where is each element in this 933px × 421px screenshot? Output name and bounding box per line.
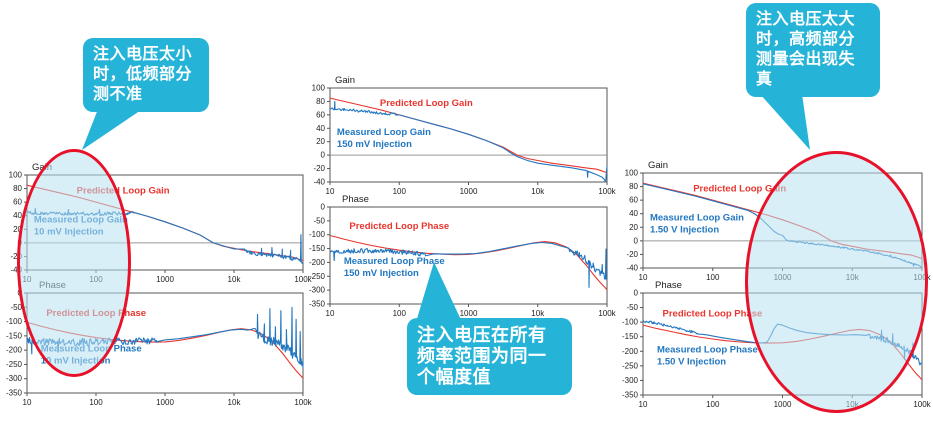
chart-title: Gain bbox=[335, 75, 355, 86]
y-tick-label: 60 bbox=[13, 198, 22, 207]
x-tick-label: 100k bbox=[598, 309, 616, 318]
y-tick-label: -300 bbox=[6, 374, 23, 383]
y-tick-label: 20 bbox=[316, 137, 325, 146]
highlight-ellipse-low-frequency bbox=[17, 149, 131, 377]
y-tick-label: -150 bbox=[309, 244, 326, 253]
x-tick-label: 10 bbox=[639, 273, 648, 282]
callout-mid-injection: 注入电压在所有 频率范围为同一 个幅度值 bbox=[407, 318, 572, 395]
y-tick-label: -300 bbox=[309, 286, 326, 295]
y-tick-label: -100 bbox=[6, 317, 23, 326]
x-tick-label: 1000 bbox=[156, 275, 174, 284]
x-tick-label: 100 bbox=[393, 187, 407, 196]
y-tick-label: 20 bbox=[13, 225, 22, 234]
x-tick-label: 10 bbox=[23, 398, 32, 407]
series-label-predicted: Predicted Loop Phase bbox=[663, 308, 763, 319]
series-label-predicted: Predicted Loop Gain bbox=[693, 183, 786, 194]
x-tick-label: 10k bbox=[228, 275, 242, 284]
series-label-measured: Measured Loop Phase 1.50 V Injection bbox=[657, 345, 758, 368]
y-tick-label: -100 bbox=[309, 230, 326, 239]
chart-title: Phase bbox=[655, 280, 682, 291]
x-tick-label: 10k bbox=[228, 398, 242, 407]
series-label-predicted: Predicted Loop Gain bbox=[380, 98, 473, 109]
y-tick-label: -50 bbox=[313, 216, 325, 225]
x-tick-label: 100 bbox=[393, 309, 407, 318]
y-tick-label: 80 bbox=[13, 184, 22, 193]
y-tick-label: 40 bbox=[629, 209, 638, 218]
y-tick-label: 80 bbox=[316, 97, 325, 106]
y-tick-label: -20 bbox=[313, 164, 325, 173]
y-tick-label: 100 bbox=[625, 169, 639, 178]
y-tick-label: -150 bbox=[6, 331, 23, 340]
x-tick-label: 100 bbox=[706, 273, 720, 282]
y-tick-label: -350 bbox=[6, 389, 23, 398]
y-tick-label: -200 bbox=[309, 258, 326, 267]
chart-title: Gain bbox=[648, 160, 668, 171]
y-tick-label: -50 bbox=[626, 303, 638, 312]
x-tick-label: 100k bbox=[294, 275, 312, 284]
series-label-measured: Measured Loop Phase 150 mV Injection bbox=[344, 256, 445, 279]
y-tick-label: -20 bbox=[10, 252, 22, 261]
y-tick-label: -350 bbox=[309, 300, 326, 309]
series-measured bbox=[329, 241, 608, 288]
series-label-predicted: Predicted Loop Gain bbox=[77, 185, 170, 196]
y-tick-label: 40 bbox=[316, 124, 325, 133]
x-tick-label: 100k bbox=[294, 398, 312, 407]
x-tick-label: 100k bbox=[913, 400, 931, 409]
x-tick-label: 10 bbox=[326, 187, 335, 196]
callout-tail-high-injection bbox=[760, 94, 810, 150]
y-tick-label: -150 bbox=[622, 332, 639, 341]
highlight-ellipse-high-frequency bbox=[745, 151, 928, 413]
y-tick-label: 60 bbox=[629, 196, 638, 205]
y-tick-label: 0 bbox=[634, 236, 639, 245]
x-tick-label: 10 bbox=[326, 309, 335, 318]
y-tick-label: 0 bbox=[321, 151, 326, 160]
x-tick-label: 10 bbox=[639, 400, 648, 409]
x-tick-label: 1000 bbox=[156, 398, 174, 407]
x-tick-label: 1000 bbox=[774, 400, 792, 409]
x-tick-label: 1000 bbox=[460, 309, 478, 318]
y-tick-label: -250 bbox=[309, 272, 326, 281]
y-tick-label: -250 bbox=[6, 360, 23, 369]
y-tick-label: 0 bbox=[321, 203, 326, 212]
x-tick-label: 10k bbox=[531, 309, 545, 318]
y-tick-label: 100 bbox=[312, 84, 326, 93]
y-tick-label: -300 bbox=[622, 376, 639, 385]
x-tick-label: 100 bbox=[706, 400, 720, 409]
series-label-predicted: Predicted Loop Phase bbox=[349, 221, 449, 232]
y-tick-label: -40 bbox=[10, 266, 22, 275]
series-label-measured: Measured Loop Gain 150 mV Injection bbox=[337, 127, 431, 150]
callout-high-injection: 注入电压太大 时，高频部分 测量会出现失 真 bbox=[746, 3, 880, 97]
y-tick-label: -250 bbox=[622, 361, 639, 370]
y-tick-label: -350 bbox=[622, 391, 639, 400]
series-label-measured: Measured Loop Gain 1.50 V Injection bbox=[650, 213, 744, 236]
x-tick-label: 100k bbox=[598, 187, 616, 196]
y-tick-label: -20 bbox=[626, 250, 638, 259]
series-measured bbox=[329, 100, 608, 183]
y-tick-label: 40 bbox=[13, 211, 22, 220]
y-tick-label: 60 bbox=[316, 110, 325, 119]
y-tick-label: -50 bbox=[10, 303, 22, 312]
y-tick-label: 100 bbox=[9, 171, 23, 180]
x-tick-label: 100 bbox=[89, 398, 103, 407]
y-tick-label: -100 bbox=[622, 318, 639, 327]
y-tick-label: 80 bbox=[629, 182, 638, 191]
y-tick-label: -40 bbox=[626, 264, 638, 273]
chart-title: Phase bbox=[342, 194, 369, 205]
x-tick-label: 10k bbox=[531, 187, 545, 196]
y-tick-label: -200 bbox=[6, 346, 23, 355]
y-tick-label: -200 bbox=[622, 347, 639, 356]
y-tick-label: -40 bbox=[313, 178, 325, 187]
x-tick-label: 1000 bbox=[460, 187, 478, 196]
callout-low-injection: 注入电压太小 时，低频部分 测不准 bbox=[83, 38, 209, 112]
y-tick-label: 0 bbox=[634, 289, 639, 298]
y-tick-label: 20 bbox=[629, 223, 638, 232]
